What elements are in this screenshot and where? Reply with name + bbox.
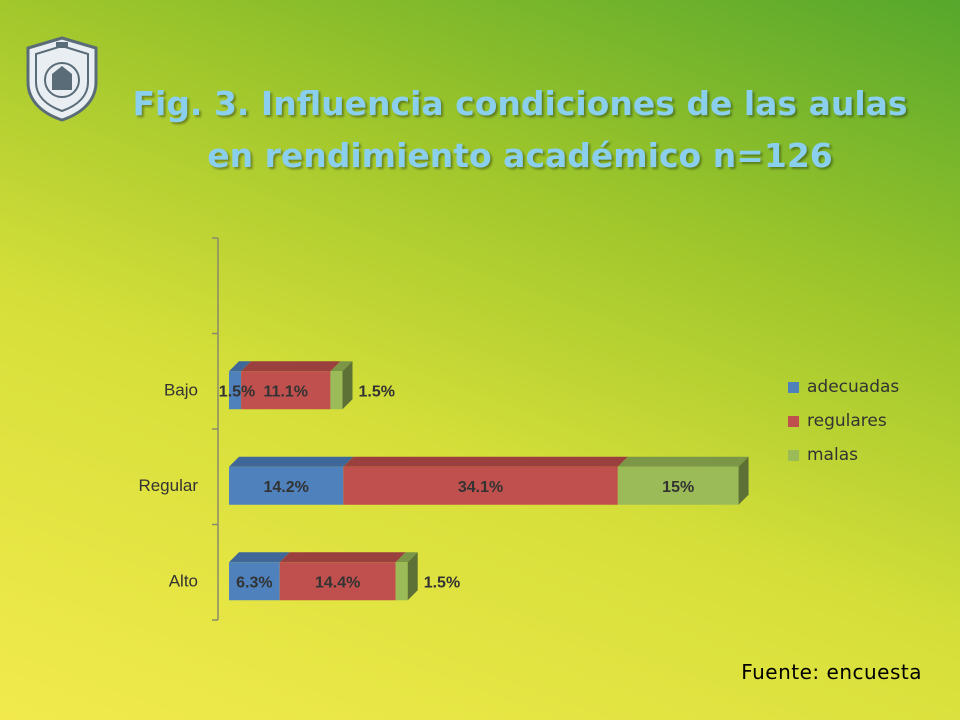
legend-label-adecuadas: adecuadas [807, 377, 900, 397]
bar-top-face [229, 361, 252, 372]
data-label-bajo-regulares: 11.1% [264, 383, 308, 400]
category-label-alto: Alto [169, 571, 198, 590]
bar-front-face [395, 562, 408, 601]
university-logo [22, 34, 102, 127]
title-line-2: en rendimiento académico n=126 [207, 136, 833, 175]
legend-item-malas: malas [788, 438, 899, 472]
legend-item-adecuadas: adecuadas [788, 370, 899, 404]
chart-legend: adecuadas regulares malas [788, 370, 899, 472]
category-label-bajo: Bajo [164, 380, 198, 399]
university-seal-icon [26, 36, 98, 122]
bar-bajo-malas [330, 361, 353, 410]
data-label-regular-regulares: 34.1% [458, 479, 503, 496]
data-label-regular-adecuadas: 14.2% [263, 479, 308, 496]
legend-label-malas: malas [807, 445, 858, 465]
bar-front-face [343, 466, 618, 505]
bar-top-face [229, 456, 354, 467]
legend-swatch-malas [788, 449, 799, 461]
bar-front-face [617, 466, 739, 505]
bar-top-face [395, 552, 418, 563]
bar-top-face [330, 361, 353, 372]
bar-side-face [407, 552, 418, 601]
bar-alto-malas [395, 552, 418, 601]
category-label-regular: Regular [138, 476, 198, 495]
data-label-alto-malas: 1.5% [424, 574, 460, 591]
legend-swatch-adecuadas [788, 381, 799, 393]
bar-front-face [241, 371, 331, 410]
data-label-alto-regulares: 14.4% [315, 574, 360, 591]
bar-top-face [241, 361, 341, 372]
bar-top-face [279, 552, 406, 563]
legend-swatch-regulares [788, 415, 799, 427]
bar-regular-malas [617, 456, 749, 505]
data-label-bajo-malas: 1.5% [359, 383, 395, 400]
bar-top-face [229, 552, 290, 563]
chart-title: Fig. 3. Influencia condiciones de las au… [120, 78, 920, 182]
bar-front-face [229, 371, 242, 410]
bar-front-face [279, 562, 396, 601]
bar-bajo-regulares [241, 361, 341, 410]
bar-regular-adecuadas [229, 456, 354, 505]
bar-front-face [229, 466, 344, 505]
legend-item-regulares: regulares [788, 404, 899, 438]
title-line-1: Fig. 3. Influencia condiciones de las au… [132, 84, 908, 123]
bar-side-face [342, 361, 353, 410]
data-label-regular-malas: 15% [662, 479, 694, 496]
source-note: Fuente: encuesta [741, 660, 922, 684]
data-label-bajo-adecuadas: 1.5% [219, 383, 255, 400]
bar-front-face [229, 562, 280, 601]
bar-alto-adecuadas [229, 552, 290, 601]
bar-top-face [617, 456, 749, 467]
bar-regular-regulares [343, 456, 628, 505]
bar-alto-regulares [279, 552, 406, 601]
bar-bajo-adecuadas [229, 361, 252, 410]
data-label-alto-adecuadas: 6.3% [236, 574, 272, 591]
bar-top-face [343, 456, 628, 467]
bar-front-face [330, 371, 343, 410]
legend-label-regulares: regulares [807, 411, 887, 431]
bar-side-face [738, 456, 749, 505]
